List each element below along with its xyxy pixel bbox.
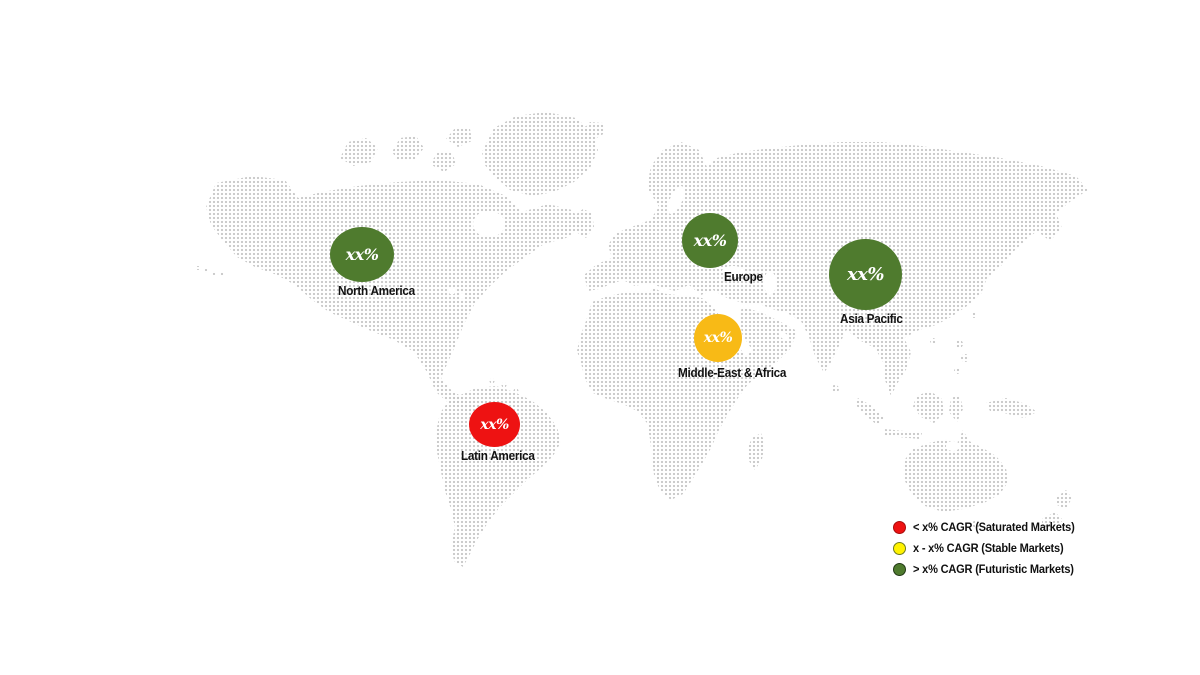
bubble-value-asia-pacific: xx% [846, 264, 885, 285]
bubble-value-middle-east-africa: xx% [703, 330, 733, 346]
island-japan [1002, 213, 1035, 255]
island-greenland [482, 112, 598, 196]
legend-item-saturated: < x% CAGR (Saturated Markets) [893, 521, 1081, 534]
bubble-north-america: xx% [330, 227, 394, 282]
island-new-zealand-south [1042, 512, 1063, 531]
island-sulawesi [949, 395, 963, 422]
bubble-value-europe: xx% [693, 231, 727, 250]
region-label-middle-east-africa: Middle-East & Africa [678, 366, 787, 380]
legend-label-futuristic: > x% CAGR (Futuristic Markets) [913, 563, 1074, 576]
island-new-guinea [986, 398, 1037, 418]
bubble-value-north-america: xx% [345, 245, 379, 264]
bubble-asia-pacific: xx% [829, 239, 902, 310]
bubble-latin-america: xx% [469, 402, 520, 447]
legend-label-stable: x - x% CAGR (Stable Markets) [913, 542, 1064, 555]
island-uk [574, 209, 594, 238]
legend-swatch-saturated-icon [893, 521, 906, 534]
continent-south-america [436, 386, 561, 567]
island-borneo [913, 391, 944, 423]
region-label-latin-america: Latin America [461, 449, 535, 463]
island-java [884, 429, 922, 439]
continent-australia [903, 430, 1008, 512]
region-label-north-america: North America [338, 284, 415, 298]
legend-label-saturated: < x% CAGR (Saturated Markets) [913, 521, 1075, 534]
bubble-europe: xx% [682, 213, 738, 268]
island-sumatra [855, 398, 884, 425]
island-madagascar [748, 433, 765, 470]
bubble-middle-east-africa: xx% [694, 314, 742, 362]
region-label-asia-pacific: Asia Pacific [840, 312, 903, 326]
island-iceland [582, 122, 605, 139]
legend-swatch-futuristic-icon [893, 563, 906, 576]
island-new-zealand-north [1057, 490, 1072, 509]
legend-swatch-stable-icon [893, 542, 906, 555]
cagr-legend: < x% CAGR (Saturated Markets) x - x% CAG… [893, 521, 1081, 576]
bubble-value-latin-america: xx% [480, 416, 509, 433]
region-label-europe: Europe [724, 270, 763, 284]
legend-item-stable: x - x% CAGR (Stable Markets) [893, 542, 1081, 555]
legend-item-futuristic: > x% CAGR (Futuristic Markets) [893, 563, 1081, 576]
